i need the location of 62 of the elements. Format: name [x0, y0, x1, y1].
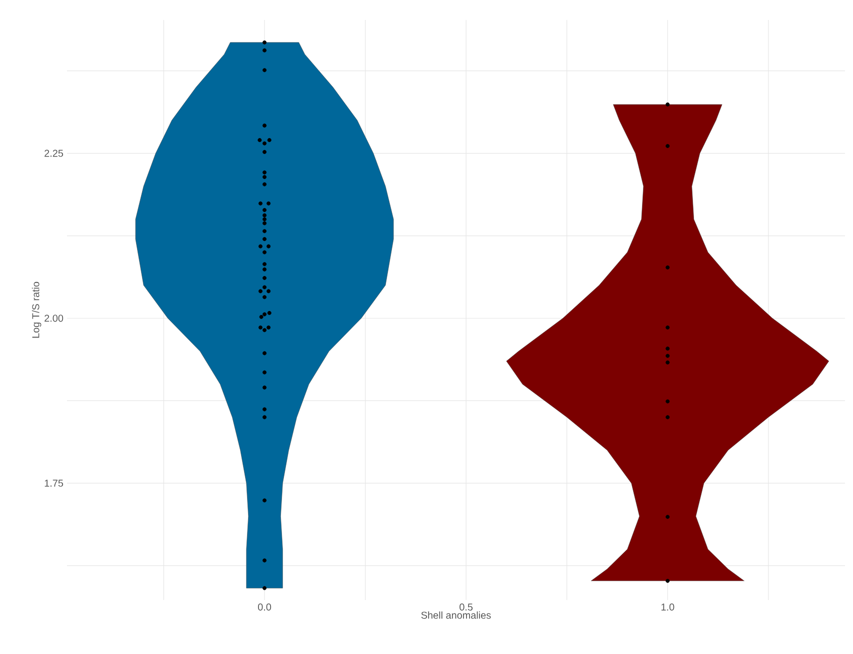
- point: [267, 138, 272, 142]
- x-tick-label: 0.5: [460, 604, 473, 611]
- point: [262, 221, 267, 226]
- y-tick-label: 1.75: [44, 480, 64, 487]
- point: [262, 328, 267, 332]
- point: [262, 124, 267, 128]
- point: [259, 314, 264, 319]
- point: [262, 217, 267, 222]
- point: [258, 289, 262, 294]
- point: [262, 229, 267, 234]
- point: [262, 276, 267, 280]
- point: [666, 360, 670, 364]
- y-tick-label: 2.25: [44, 150, 64, 157]
- point: [262, 407, 267, 412]
- point: [266, 201, 271, 206]
- point: [666, 578, 670, 583]
- y-axis-title: Log T/S ratio: [32, 282, 42, 338]
- point: [262, 40, 267, 44]
- point: [266, 325, 271, 330]
- point: [262, 182, 267, 186]
- point: [266, 289, 271, 294]
- point: [262, 558, 267, 562]
- point: [262, 370, 267, 374]
- point: [262, 237, 267, 242]
- point: [262, 170, 267, 174]
- point: [258, 201, 262, 206]
- y-tick-label: 2.00: [44, 314, 64, 322]
- point: [262, 213, 267, 218]
- point: [666, 354, 670, 358]
- point: [262, 267, 267, 272]
- point: [666, 325, 670, 330]
- point: [262, 285, 267, 290]
- point: [666, 346, 670, 351]
- point: [262, 415, 267, 420]
- point: [266, 244, 271, 248]
- point: [258, 325, 262, 330]
- point: [262, 48, 267, 52]
- point: [666, 265, 670, 270]
- point: [267, 310, 272, 315]
- point: [262, 295, 267, 300]
- point: [262, 312, 267, 316]
- point: [262, 351, 267, 356]
- point: [262, 141, 267, 146]
- point: [262, 68, 267, 72]
- point: [258, 138, 262, 142]
- point: [262, 586, 267, 590]
- point: [262, 386, 267, 390]
- point: [666, 102, 670, 106]
- x-axis-title: Shell anomalies: [421, 611, 491, 619]
- point: [258, 244, 262, 248]
- point: [262, 150, 267, 154]
- point: [262, 208, 267, 212]
- point: [262, 498, 267, 502]
- x-tick-label: 0.0: [258, 604, 272, 611]
- point: [666, 415, 670, 420]
- x-tick-label: 1.0: [661, 604, 674, 611]
- point: [262, 250, 267, 254]
- point: [666, 514, 670, 519]
- point: [262, 262, 267, 266]
- point: [262, 175, 267, 180]
- point: [666, 399, 670, 404]
- point: [666, 144, 670, 148]
